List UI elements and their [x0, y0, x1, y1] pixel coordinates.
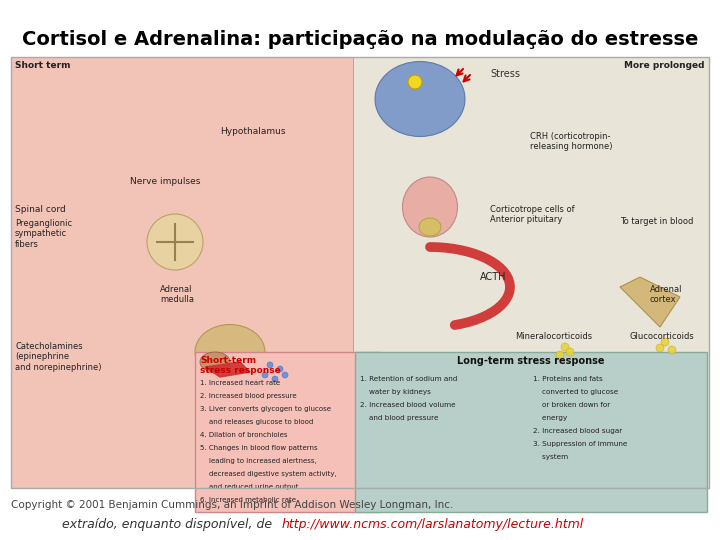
Text: Corticotrope cells of
Anterior pituitary: Corticotrope cells of Anterior pituitary [490, 205, 575, 225]
Text: Short-term
stress response: Short-term stress response [200, 356, 281, 375]
Text: Mineralocorticoids: Mineralocorticoids [515, 332, 592, 341]
Polygon shape [620, 277, 680, 327]
Circle shape [272, 376, 278, 382]
Text: Adrenal
cortex: Adrenal cortex [650, 285, 683, 305]
Text: Preganglionic
sympathetic
fibers: Preganglionic sympathetic fibers [15, 219, 72, 249]
Text: Adrenal
medulla: Adrenal medulla [160, 285, 194, 305]
Text: 2. Increased blood volume: 2. Increased blood volume [360, 402, 456, 408]
Text: converted to glucose: converted to glucose [533, 389, 618, 395]
Ellipse shape [375, 62, 465, 137]
Text: Spinal cord: Spinal cord [15, 205, 66, 214]
Text: system: system [533, 454, 568, 460]
Ellipse shape [195, 325, 265, 380]
Text: Nerve impulses: Nerve impulses [130, 177, 200, 186]
Circle shape [561, 343, 569, 351]
Text: energy: energy [533, 415, 567, 421]
Text: 3. Liver converts glycogen to glucose: 3. Liver converts glycogen to glucose [200, 406, 331, 412]
Circle shape [262, 372, 268, 378]
Bar [11, 57, 709, 488]
Text: Copyright © 2001 Benjamin Cummings, an imprint of Addison Wesley Longman, Inc.: Copyright © 2001 Benjamin Cummings, an i… [11, 500, 454, 510]
Text: 1. Retention of sodium and: 1. Retention of sodium and [360, 376, 457, 382]
Text: Stress: Stress [490, 69, 520, 79]
Ellipse shape [200, 352, 230, 372]
Ellipse shape [402, 177, 457, 237]
Text: or broken down for: or broken down for [533, 402, 611, 408]
Text: More prolonged: More prolonged [624, 61, 705, 70]
Text: 2. Increased blood sugar: 2. Increased blood sugar [533, 428, 622, 434]
Text: 6. Increased metabolic rate: 6. Increased metabolic rate [200, 497, 296, 503]
Circle shape [147, 214, 203, 270]
Text: and releases glucose to blood: and releases glucose to blood [200, 419, 313, 425]
Text: 1. Increased heart rate: 1. Increased heart rate [200, 380, 280, 386]
Bar [355, 352, 707, 512]
Circle shape [277, 366, 283, 372]
Text: Short term: Short term [15, 61, 71, 70]
Text: leading to increased alertness,: leading to increased alertness, [200, 458, 317, 464]
Text: 5. Changes in blood flow patterns: 5. Changes in blood flow patterns [200, 445, 318, 451]
Text: Glucocorticoids: Glucocorticoids [630, 332, 695, 341]
Bar [11, 57, 353, 488]
Text: CRH (corticotropin-
releasing hormone): CRH (corticotropin- releasing hormone) [530, 132, 613, 151]
Polygon shape [205, 362, 250, 377]
Circle shape [282, 372, 288, 378]
Circle shape [668, 346, 676, 354]
Text: Cortisol e Adrenalina: participação na modulação do estresse: Cortisol e Adrenalina: participação na m… [22, 30, 698, 49]
Text: ACTH: ACTH [480, 272, 506, 282]
Text: and blood pressure: and blood pressure [360, 415, 438, 421]
Circle shape [267, 362, 273, 368]
Text: water by kidneys: water by kidneys [360, 389, 431, 395]
Circle shape [408, 75, 422, 89]
Bar [195, 352, 380, 512]
Text: 3. Suppression of immune: 3. Suppression of immune [533, 441, 627, 447]
Text: extraído, enquanto disponível, de: extraído, enquanto disponível, de [62, 518, 280, 531]
Text: http://www.ncms.com/larslanatomy/lecture.html: http://www.ncms.com/larslanatomy/lecture… [282, 518, 584, 531]
Text: Long-term stress response: Long-term stress response [457, 356, 605, 366]
Text: decreased digestive system activity,: decreased digestive system activity, [200, 471, 337, 477]
Ellipse shape [419, 218, 441, 236]
Circle shape [656, 344, 664, 352]
Circle shape [556, 351, 564, 359]
Text: 4. Dilation of bronchioles: 4. Dilation of bronchioles [200, 432, 287, 438]
Text: 1. Proteins and fats: 1. Proteins and fats [533, 376, 603, 382]
Text: Hypothalamus: Hypothalamus [220, 127, 286, 136]
Text: To target in blood: To target in blood [620, 217, 693, 226]
Text: 2. Increased blood pressure: 2. Increased blood pressure [200, 393, 297, 399]
Circle shape [661, 338, 669, 346]
Text: and reduced urine output: and reduced urine output [200, 484, 299, 490]
Text: Catecholamines
(epinephrine
and norepinephrine): Catecholamines (epinephrine and norepine… [15, 342, 102, 372]
Circle shape [566, 348, 574, 356]
Bar [353, 57, 709, 488]
